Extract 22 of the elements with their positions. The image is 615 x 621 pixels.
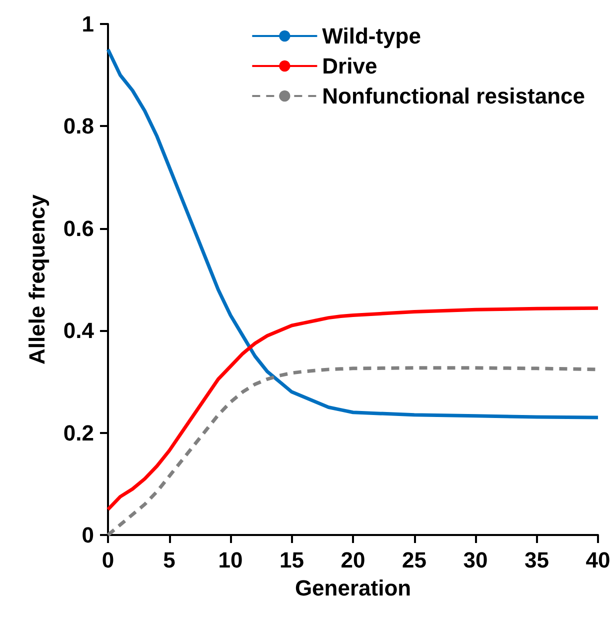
x-tick-label: 35 bbox=[524, 548, 549, 572]
y-axis-title: Allele frequency bbox=[24, 194, 50, 364]
y-tick-label: 0.2 bbox=[63, 420, 94, 446]
x-tick-label: 0 bbox=[102, 548, 114, 572]
x-tick-label: 5 bbox=[163, 548, 176, 572]
legend-label: Drive bbox=[322, 54, 378, 78]
legend-label: Wild-type bbox=[322, 24, 421, 48]
y-tick-label: 0 bbox=[82, 522, 94, 548]
line-series bbox=[106, 48, 600, 420]
x-tick-label: 25 bbox=[402, 548, 426, 572]
legend-label: Nonfunctional resistance bbox=[322, 84, 586, 108]
x-tick-label: 40 bbox=[586, 548, 610, 572]
y-tick-label: 0.8 bbox=[63, 114, 94, 139]
y-tick-label: 1 bbox=[82, 12, 94, 36]
x-tick-label: 20 bbox=[340, 548, 366, 572]
x-axis-title: Generation bbox=[294, 576, 412, 600]
y-tick-label: 0.4 bbox=[63, 318, 95, 344]
x-tick-label: 15 bbox=[280, 548, 304, 572]
y-tick-label: 0.6 bbox=[63, 216, 94, 241]
x-tick-label: 30 bbox=[463, 548, 488, 572]
x-tick-label: 10 bbox=[218, 548, 243, 572]
line-series bbox=[106, 306, 600, 512]
